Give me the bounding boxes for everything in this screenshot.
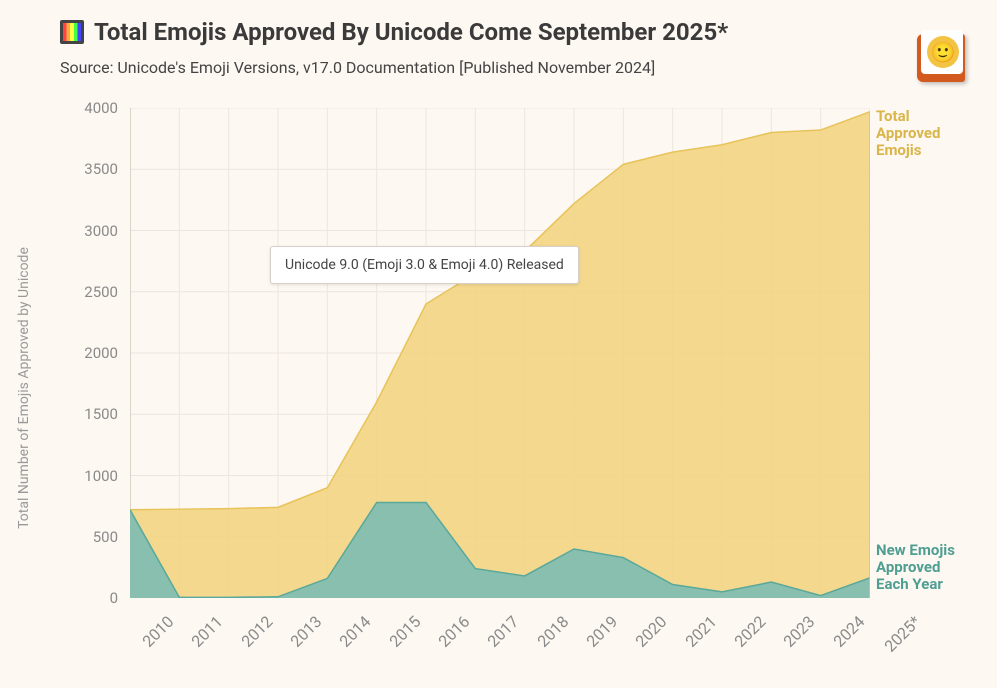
series-label-new: New EmojisApproved Each Year [876, 542, 960, 594]
x-tick-label: 2012 [237, 612, 276, 651]
y-tick-label: 4000 [84, 99, 126, 117]
x-tick-label: 2020 [632, 612, 671, 651]
emoji-book-icon: 🙂 [913, 28, 969, 84]
chart-area: Total Number of Emojis Approved by Unico… [60, 108, 960, 668]
y-tick-label: 500 [93, 528, 126, 546]
tooltip-text: Unicode 9.0 (Emoji 3.0 & Emoji 4.0) Rele… [285, 257, 564, 273]
x-tick-label: 2021 [681, 612, 720, 651]
x-tick-label: 2010 [139, 612, 178, 651]
x-tick-label: 2023 [780, 612, 819, 651]
y-tick-label: 3000 [84, 222, 126, 240]
title-row: Total Emojis Approved By Unicode Come Se… [60, 18, 973, 46]
y-tick-label: 2500 [84, 283, 126, 301]
x-tick-label: 2016 [435, 612, 474, 651]
x-tick-label: 2015 [385, 612, 424, 651]
y-tick-label: 3500 [84, 160, 126, 178]
chart-tooltip: Unicode 9.0 (Emoji 3.0 & Emoji 4.0) Rele… [270, 246, 579, 284]
x-tick-label: 2024 [829, 612, 868, 651]
abacus-icon [60, 20, 84, 44]
y-tick-label: 1500 [84, 405, 126, 423]
x-tick-label: 2019 [583, 612, 622, 651]
x-tick-label: 2013 [287, 612, 326, 651]
x-tick-label: 2018 [533, 612, 572, 651]
x-tick-label: 2011 [188, 612, 227, 651]
x-tick-label: 2025* [881, 612, 925, 656]
y-tick-label: 1000 [84, 467, 126, 485]
chart-title: Total Emojis Approved By Unicode Come Se… [94, 18, 728, 46]
y-axis-label: Total Number of Emojis Approved by Unico… [16, 247, 32, 529]
chart-source: Source: Unicode's Emoji Versions, v17.0 … [60, 58, 973, 77]
x-tick-label: 2017 [484, 612, 523, 651]
chart-plot[interactable] [130, 108, 870, 598]
chart-header: Total Emojis Approved By Unicode Come Se… [0, 0, 997, 81]
y-tick-label: 0 [110, 589, 126, 607]
series-label-total: Total ApprovedEmojis [876, 108, 960, 160]
y-tick-label: 2000 [84, 344, 126, 362]
x-tick-label: 2022 [731, 612, 770, 651]
x-tick-label: 2014 [336, 612, 375, 651]
